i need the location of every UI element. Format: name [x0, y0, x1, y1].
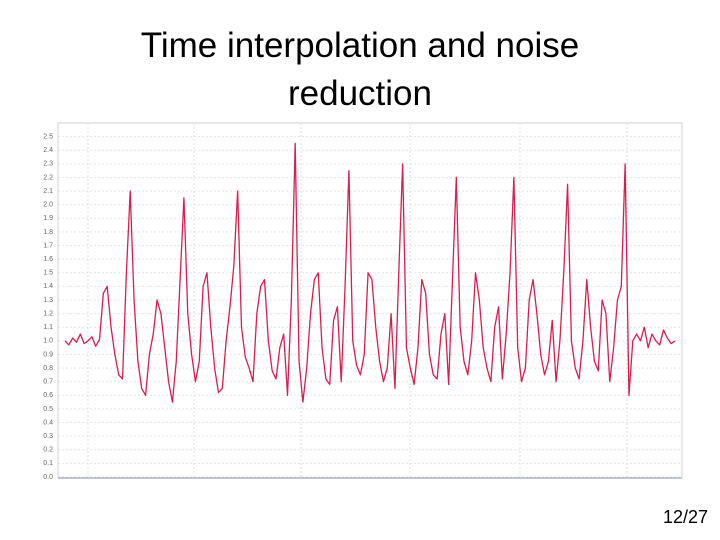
y-tick-label: 1.7 [43, 242, 53, 249]
y-tick-label: 0.9 [43, 351, 53, 358]
y-tick-label: 1.1 [43, 324, 53, 331]
y-tick-label: 2.4 [43, 147, 53, 154]
y-tick-label: 0.4 [43, 419, 53, 426]
y-tick-label: 0.0 [43, 474, 53, 481]
y-tick-label: 2.1 [43, 188, 53, 195]
y-tick-label: 2.0 [43, 202, 53, 209]
y-tick-label: 2.3 [43, 161, 53, 168]
y-tick-label: 0.3 [43, 433, 53, 440]
y-tick-label: 0.7 [43, 379, 53, 386]
y-tick-label: 2.2 [43, 174, 53, 181]
y-tick-label: 1.8 [43, 229, 53, 236]
y-tick-label: 2.5 [43, 133, 53, 140]
y-tick-label: 1.5 [43, 270, 53, 277]
y-tick-label: 1.3 [43, 297, 53, 304]
y-tick-label: 0.6 [43, 392, 53, 399]
y-tick-label: 1.6 [43, 256, 53, 263]
slide-title: Time interpolation and noise reduction [140, 26, 580, 113]
page-number: 12/27 [662, 507, 708, 527]
y-tick-label: 0.2 [43, 447, 53, 454]
y-tick-label: 1.4 [43, 283, 53, 290]
y-tick-label: 1.9 [43, 215, 53, 222]
y-tick-label: 0.5 [43, 406, 53, 413]
y-tick-label: 0.1 [43, 460, 53, 467]
y-tick-label: 1.2 [43, 310, 53, 317]
y-tick-label: 0.8 [43, 365, 53, 372]
data-line [64, 142, 676, 403]
y-tick-label: 1.0 [43, 338, 53, 345]
